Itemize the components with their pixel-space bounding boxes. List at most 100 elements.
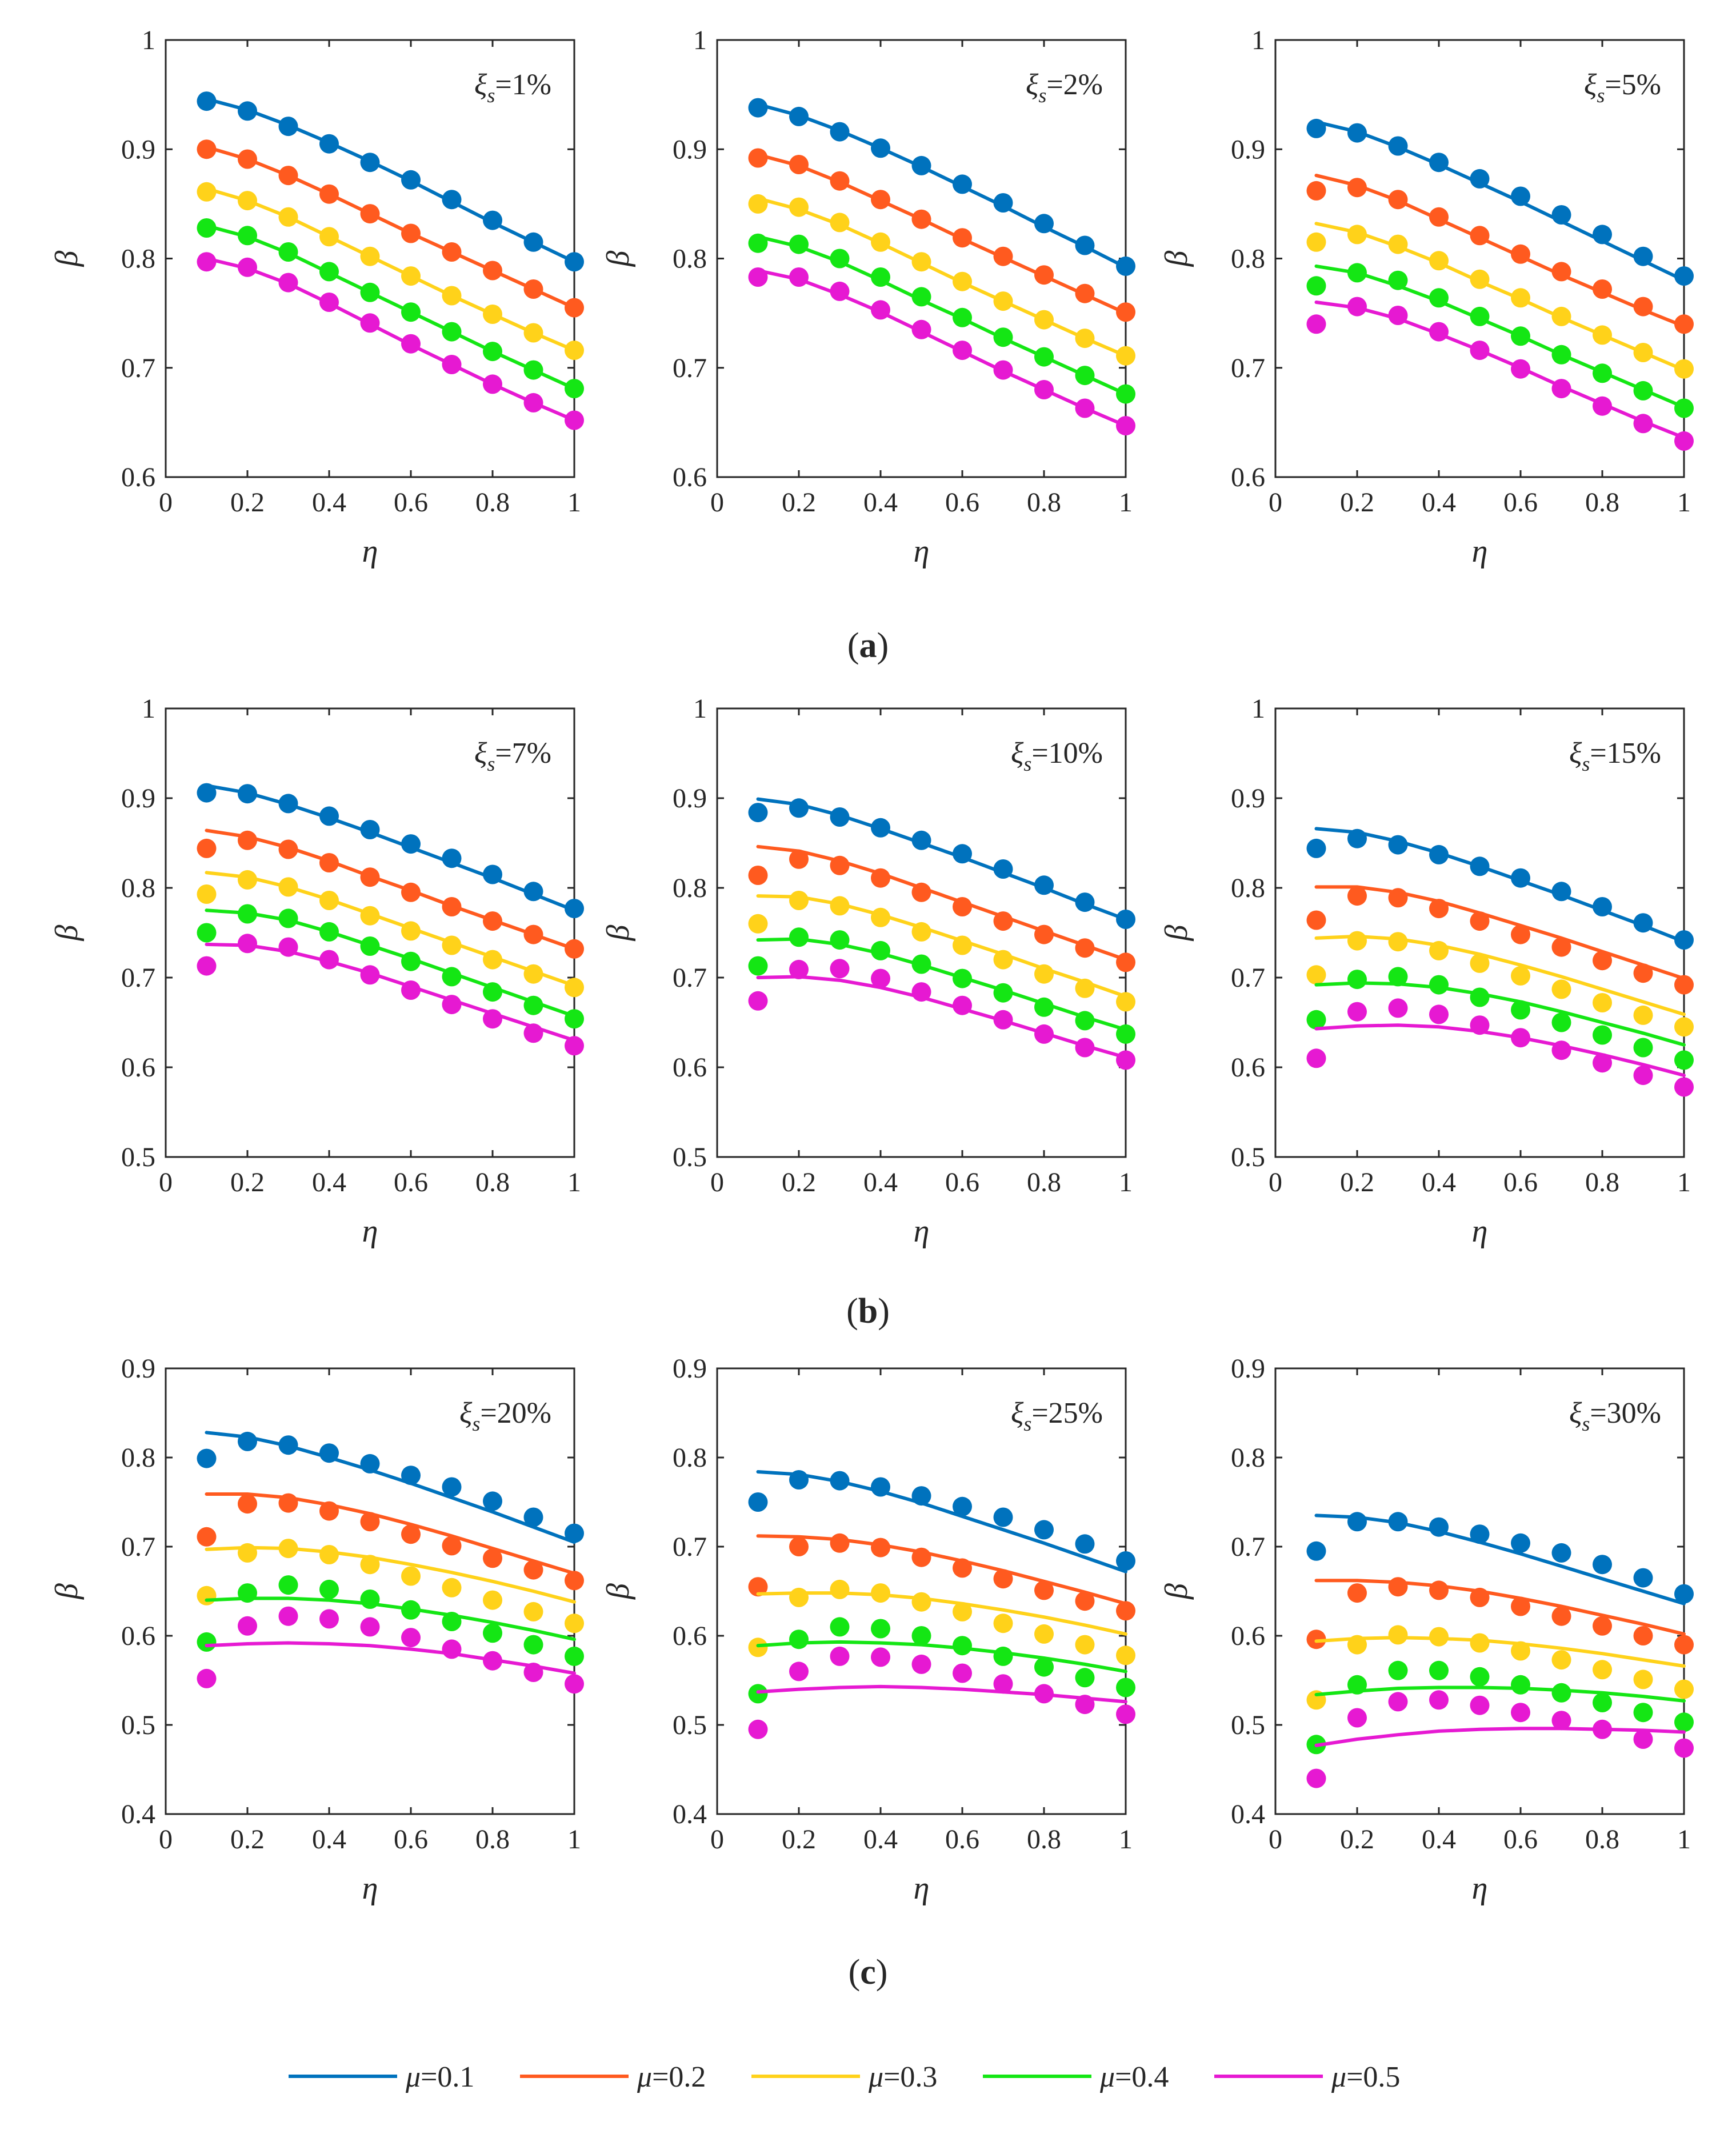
data-point — [197, 923, 217, 943]
data-point — [748, 194, 768, 214]
series-mu_0-2 — [197, 828, 584, 959]
data-point — [1593, 396, 1612, 416]
data-point — [953, 968, 972, 988]
x-tick-label: 0.6 — [1503, 1824, 1538, 1855]
data-point — [1470, 856, 1490, 876]
data-point — [993, 360, 1013, 380]
data-point — [1075, 1534, 1095, 1554]
data-point — [360, 965, 380, 985]
x-axis-label: η — [914, 534, 930, 569]
data-point — [748, 1684, 768, 1704]
series-mu_0-3 — [197, 182, 584, 361]
data-point — [830, 1471, 850, 1491]
data-point — [565, 1571, 584, 1591]
data-point — [1633, 343, 1653, 362]
data-point — [401, 1524, 421, 1544]
data-point — [278, 908, 298, 928]
fit-line — [205, 257, 576, 422]
data-point — [871, 1583, 890, 1603]
series-mu_0-5 — [1306, 1690, 1694, 1788]
data-point — [911, 982, 931, 1002]
data-point — [1388, 835, 1408, 855]
data-point — [1388, 932, 1408, 952]
data-point — [1470, 169, 1490, 189]
y-tick-label: 0.9 — [673, 783, 707, 814]
data-point — [993, 1569, 1013, 1589]
data-point — [1075, 978, 1095, 998]
data-point — [360, 282, 380, 302]
data-point — [1306, 1010, 1326, 1030]
data-point — [1034, 347, 1054, 367]
data-point — [197, 1668, 217, 1688]
data-point — [565, 379, 584, 399]
damping-annotation: ξs=30% — [1569, 1397, 1661, 1435]
y-tick-label: 0.7 — [1231, 1532, 1265, 1562]
data-point — [523, 393, 543, 413]
data-point — [953, 995, 972, 1015]
y-tick-label: 0.5 — [121, 1710, 155, 1740]
x-tick-label: 1 — [567, 1167, 581, 1198]
data-point — [1674, 1679, 1694, 1699]
data-point — [871, 868, 890, 888]
data-point — [911, 882, 931, 902]
data-point — [1633, 297, 1653, 317]
data-point — [1551, 1650, 1571, 1670]
data-point — [442, 995, 462, 1015]
data-point — [523, 1023, 543, 1043]
data-point — [1593, 1660, 1612, 1680]
panel-label-b: (b) — [846, 1292, 890, 1331]
data-point — [1034, 265, 1054, 285]
y-tick-label: 1 — [693, 694, 707, 724]
x-tick-label: 0.6 — [945, 1824, 979, 1855]
x-tick-label: 0 — [159, 1824, 173, 1855]
data-point — [360, 1512, 380, 1532]
x-tick-label: 1 — [567, 1824, 581, 1855]
data-point — [1388, 1692, 1408, 1712]
fit-line — [205, 908, 576, 1018]
x-tick-label: 0.2 — [230, 1824, 265, 1855]
data-point — [523, 279, 543, 299]
x-tick-label: 0.4 — [863, 487, 898, 518]
data-point — [1511, 1000, 1530, 1020]
data-point — [1674, 975, 1694, 995]
data-point — [1674, 314, 1694, 334]
y-axis-label: β — [601, 1583, 636, 1600]
data-point — [789, 234, 809, 254]
data-point — [1388, 1577, 1408, 1597]
fit-line — [1314, 885, 1686, 980]
x-tick-label: 0 — [1269, 487, 1282, 518]
data-point — [1116, 1645, 1135, 1665]
legend-label: μ=0.1 — [405, 2061, 474, 2093]
y-tick-label: 0.6 — [673, 1052, 707, 1083]
data-point — [1511, 244, 1530, 264]
y-tick-label: 0.4 — [673, 1799, 707, 1829]
subplot-8: 0 0.2 0.4 0.6 0.8 1 0.4 0.5 0.6 0.7 0.8 0.9 η β ξs=25% — [601, 1354, 1135, 1906]
data-point — [1347, 886, 1367, 906]
data-point — [1551, 1606, 1571, 1626]
x-tick-label: 0 — [159, 487, 173, 518]
data-point — [830, 855, 850, 875]
series-mu_0-5 — [1306, 297, 1694, 451]
data-point — [1470, 911, 1490, 931]
data-point — [1429, 1690, 1449, 1710]
data-point — [523, 232, 543, 252]
data-point — [197, 783, 217, 803]
data-point — [1674, 930, 1694, 950]
series-mu_0-2 — [748, 844, 1135, 972]
fit-line — [205, 187, 576, 353]
fit-line — [756, 1591, 1127, 1636]
y-axis-label: β — [49, 924, 85, 941]
data-point — [1306, 910, 1326, 930]
series-mu_0-2 — [1306, 1577, 1694, 1655]
subplot-1: 0 0.2 0.4 0.6 0.8 1 0.6 0.7 0.8 0.9 1 η β ξs=1% — [49, 25, 584, 569]
fit-line — [1314, 222, 1686, 372]
y-tick-label: 0.6 — [121, 1052, 155, 1083]
data-point — [911, 922, 931, 942]
data-point — [1674, 1050, 1694, 1070]
data-point — [278, 242, 298, 262]
subplot-9: 0 0.2 0.4 0.6 0.8 1 0.4 0.5 0.6 0.7 0.8 0.9 η β ξs=30% — [1159, 1354, 1694, 1906]
legend-entry: μ=0.4 — [983, 2061, 1169, 2093]
data-point — [319, 806, 339, 826]
series-mu_0-4 — [1306, 263, 1694, 418]
y-tick-label: 0.8 — [1231, 873, 1265, 903]
